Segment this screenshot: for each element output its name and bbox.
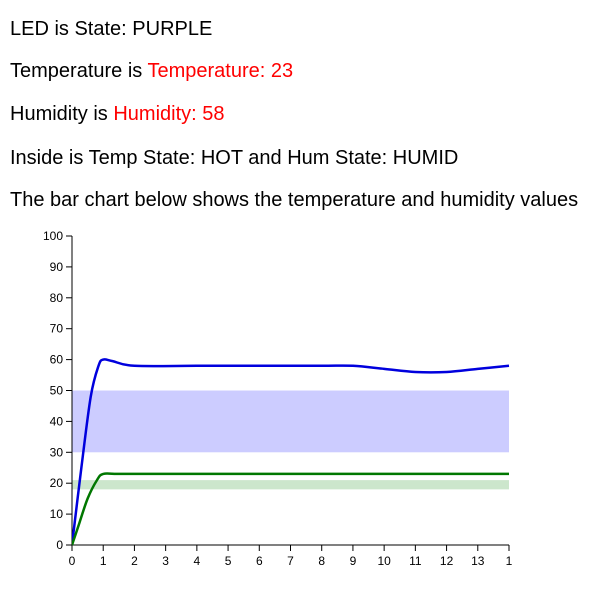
chart-description: The bar chart below shows the temperatur…: [10, 189, 579, 211]
range-band-0: [72, 390, 509, 453]
x-tick-label: 1: [100, 554, 107, 568]
led-state-line: LED is State: PURPLE: [10, 17, 212, 41]
y-tick-label: 60: [50, 353, 64, 367]
range-band-1: [72, 480, 509, 490]
series-line-1: [72, 472, 509, 546]
x-tick-label: 2: [131, 554, 138, 568]
x-tick-label: 1: [506, 554, 513, 568]
x-tick-label: 9: [350, 554, 357, 568]
x-tick-label: 7: [287, 554, 294, 568]
led-state-value: State: PURPLE: [74, 18, 213, 40]
y-tick-label: 20: [50, 476, 64, 490]
humidity-prefix: Humidity is: [10, 103, 114, 125]
x-tick-label: 11: [409, 554, 422, 568]
series-line-0: [72, 358, 510, 546]
y-tick-label: 100: [43, 229, 63, 243]
humidity-line: Humidity is Humidity: 58: [10, 102, 225, 126]
temperature-line: Temperature is Temperature: 23: [10, 59, 293, 83]
led-state-prefix: LED is: [10, 18, 75, 40]
x-tick-label: 8: [318, 554, 325, 568]
inside-state-line: Inside is Temp State: HOT and Hum State:…: [10, 146, 458, 170]
y-tick-label: 70: [50, 322, 64, 336]
inside-state-prefix: Inside is: [10, 147, 89, 169]
x-tick-label: 6: [256, 554, 263, 568]
x-tick-label: 0: [69, 554, 76, 568]
y-tick-label: 90: [50, 260, 64, 274]
humidity-value: Humidity: 58: [113, 103, 225, 125]
x-tick-label: 4: [194, 554, 201, 568]
y-tick-label: 10: [50, 507, 64, 521]
y-tick-label: 80: [50, 291, 64, 305]
y-tick-label: 40: [50, 414, 64, 428]
x-tick-label: 10: [377, 554, 391, 568]
x-tick-label: 5: [225, 554, 232, 568]
inside-state-value: Temp State: HOT and Hum State: HUMID: [88, 147, 459, 169]
y-tick-label: 30: [50, 445, 64, 459]
x-tick-label: 13: [471, 554, 485, 568]
x-tick-label: 12: [440, 554, 454, 568]
x-tick-label: 3: [162, 554, 169, 568]
temperature-value: Temperature: 23: [147, 60, 294, 82]
y-tick-label: 0: [56, 538, 63, 552]
y-tick-label: 50: [50, 384, 64, 398]
temperature-prefix: Temperature is: [10, 60, 148, 82]
